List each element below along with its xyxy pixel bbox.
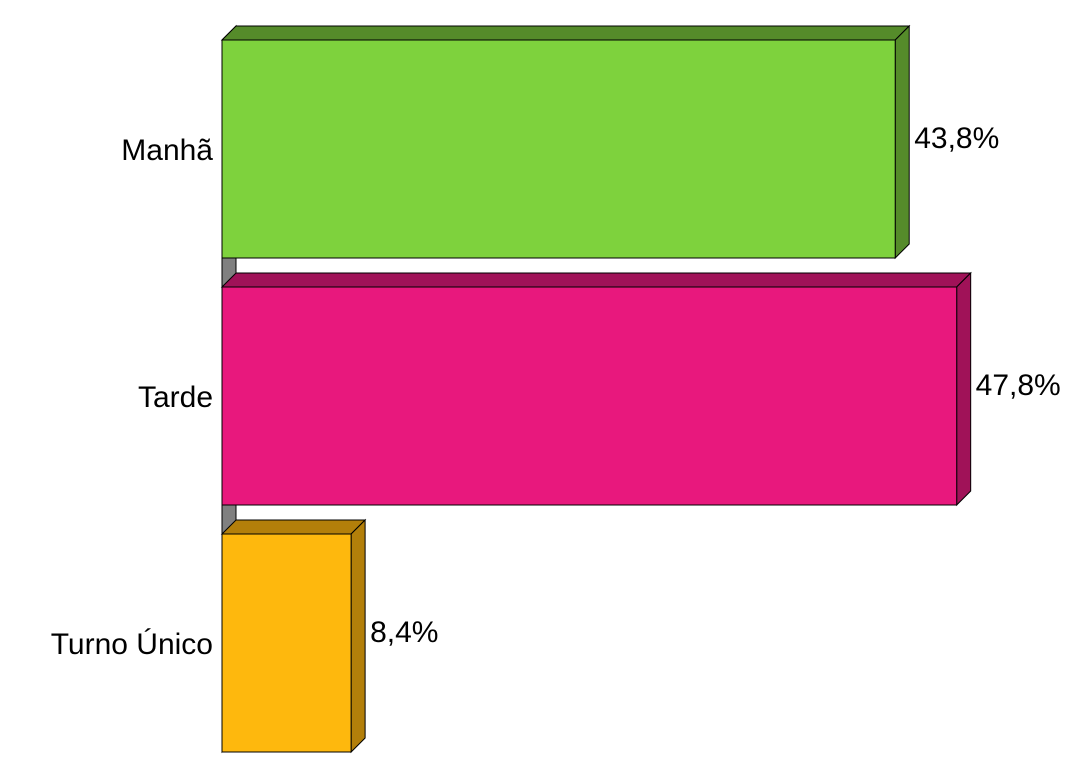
category-label-manha: Manhã bbox=[121, 134, 213, 167]
bars-group bbox=[220, 24, 972, 754]
bar-manha bbox=[221, 39, 896, 259]
bar-tarde bbox=[221, 286, 958, 506]
bar-turno-unico bbox=[221, 533, 352, 753]
category-label-tarde: Tarde bbox=[138, 381, 213, 414]
bar-turno-unico-top bbox=[220, 519, 367, 535]
bar-turno-unico-side bbox=[350, 518, 366, 754]
bar-tarde-side bbox=[956, 271, 972, 507]
category-label-turno-unico: Turno Único bbox=[51, 628, 213, 661]
value-label-turno-unico: 8,4% bbox=[370, 616, 438, 649]
category-labels: Manhã Tarde Turno Único bbox=[51, 134, 214, 661]
value-labels: 43,8% 47,8% 8,4% bbox=[370, 122, 1061, 649]
bar-manha-side bbox=[894, 24, 910, 260]
value-label-tarde: 47,8% bbox=[976, 369, 1061, 402]
bar-manha-top bbox=[220, 25, 911, 41]
bar-tarde-top bbox=[220, 272, 972, 288]
value-label-manha: 43,8% bbox=[914, 122, 999, 155]
